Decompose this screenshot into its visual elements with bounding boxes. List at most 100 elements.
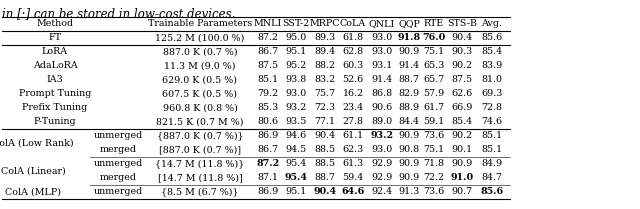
Text: 95.4: 95.4	[285, 173, 307, 182]
Text: 91.3: 91.3	[398, 187, 420, 196]
Text: [14.7 M (11.8 %)]: [14.7 M (11.8 %)]	[157, 173, 243, 182]
Text: 52.6: 52.6	[342, 75, 364, 84]
Text: 61.7: 61.7	[424, 103, 445, 112]
Text: 93.0: 93.0	[371, 47, 392, 56]
Text: 607.5 K (0.5 %): 607.5 K (0.5 %)	[163, 89, 237, 98]
Text: 75.1: 75.1	[424, 47, 445, 56]
Text: 77.1: 77.1	[314, 117, 335, 126]
Text: 88.5: 88.5	[314, 159, 335, 168]
Text: 90.4: 90.4	[314, 131, 335, 140]
Text: 62.3: 62.3	[342, 145, 364, 154]
Text: 84.4: 84.4	[399, 117, 419, 126]
Text: [887.0 K (0.7 %)]: [887.0 K (0.7 %)]	[159, 145, 241, 154]
Text: merged: merged	[99, 145, 136, 154]
Text: 88.7: 88.7	[399, 75, 419, 84]
Text: 11.3 M (9.0 %): 11.3 M (9.0 %)	[164, 61, 236, 70]
Text: 61.8: 61.8	[342, 33, 364, 42]
Text: 93.2: 93.2	[285, 103, 307, 112]
Text: 90.9: 90.9	[398, 47, 420, 56]
Text: {14.7 M (11.8 %)}: {14.7 M (11.8 %)}	[156, 159, 244, 168]
Text: unmerged: unmerged	[93, 159, 143, 168]
Text: AdaLoRA: AdaLoRA	[33, 61, 77, 70]
Text: 89.3: 89.3	[314, 33, 335, 42]
Text: 90.8: 90.8	[399, 145, 420, 154]
Text: QQP: QQP	[398, 19, 420, 28]
Text: Method: Method	[36, 19, 74, 28]
Text: in [·] can be stored in low-cost devices.: in [·] can be stored in low-cost devices…	[2, 7, 236, 20]
Text: 960.8 K (0.8 %): 960.8 K (0.8 %)	[163, 103, 237, 112]
Text: 69.3: 69.3	[481, 89, 502, 98]
Text: 72.8: 72.8	[481, 103, 502, 112]
Text: Prompt Tuning: Prompt Tuning	[19, 89, 91, 98]
Text: Avg.: Avg.	[481, 19, 502, 28]
Text: QNLI: QNLI	[369, 19, 395, 28]
Text: 65.7: 65.7	[424, 75, 445, 84]
Text: 64.6: 64.6	[341, 187, 365, 196]
Text: 83.2: 83.2	[314, 75, 335, 84]
Text: ColA (Low Rank): ColA (Low Rank)	[0, 139, 74, 148]
Text: 85.6: 85.6	[481, 187, 504, 196]
Text: 94.5: 94.5	[285, 145, 307, 154]
Text: 90.1: 90.1	[451, 145, 472, 154]
Text: STS-B: STS-B	[447, 19, 477, 28]
Text: 89.0: 89.0	[371, 117, 392, 126]
Text: 85.1: 85.1	[257, 75, 278, 84]
Text: 90.2: 90.2	[451, 61, 472, 70]
Text: 87.2: 87.2	[257, 33, 278, 42]
Text: 86.7: 86.7	[257, 145, 278, 154]
Text: 71.8: 71.8	[424, 159, 445, 168]
Text: 62.8: 62.8	[342, 47, 364, 56]
Text: 95.0: 95.0	[285, 33, 307, 42]
Text: 90.7: 90.7	[451, 187, 472, 196]
Text: ColA (MLP): ColA (MLP)	[5, 187, 61, 196]
Text: 86.9: 86.9	[257, 131, 278, 140]
Text: 125.2 M (100.0 %): 125.2 M (100.0 %)	[156, 33, 244, 42]
Text: 88.9: 88.9	[399, 103, 420, 112]
Text: 93.1: 93.1	[371, 61, 392, 70]
Text: 90.3: 90.3	[451, 47, 472, 56]
Text: 887.0 K (0.7 %): 887.0 K (0.7 %)	[163, 47, 237, 56]
Text: Prefix Tuning: Prefix Tuning	[22, 103, 88, 112]
Text: 86.9: 86.9	[257, 187, 278, 196]
Text: MRPC: MRPC	[310, 19, 340, 28]
Text: Trainable Parameters: Trainable Parameters	[148, 19, 252, 28]
Text: 629.0 K (0.5 %): 629.0 K (0.5 %)	[163, 75, 237, 84]
Text: {887.0 K (0.7 %)}: {887.0 K (0.7 %)}	[157, 131, 243, 140]
Text: 23.4: 23.4	[342, 103, 364, 112]
Text: 95.2: 95.2	[285, 61, 307, 70]
Text: LoRA: LoRA	[42, 47, 68, 56]
Text: 76.0: 76.0	[422, 33, 445, 42]
Text: 85.1: 85.1	[481, 145, 502, 154]
Text: 80.6: 80.6	[257, 117, 278, 126]
Text: 95.1: 95.1	[285, 47, 307, 56]
Text: {8.5 M (6.7 %)}: {8.5 M (6.7 %)}	[161, 187, 239, 196]
Text: 91.0: 91.0	[451, 173, 474, 182]
Text: 72.2: 72.2	[424, 173, 445, 182]
Text: 93.8: 93.8	[285, 75, 307, 84]
Text: merged: merged	[99, 173, 136, 182]
Text: 84.7: 84.7	[481, 173, 502, 182]
Text: RTE: RTE	[424, 19, 444, 28]
Text: 59.4: 59.4	[342, 173, 364, 182]
Text: 65.3: 65.3	[423, 61, 445, 70]
Text: ColA (Linear): ColA (Linear)	[1, 167, 65, 176]
Text: 90.9: 90.9	[398, 173, 420, 182]
Text: 61.1: 61.1	[342, 131, 364, 140]
Text: MNLI: MNLI	[254, 19, 282, 28]
Text: 94.6: 94.6	[285, 131, 307, 140]
Text: unmerged: unmerged	[93, 187, 143, 196]
Text: 90.2: 90.2	[451, 131, 472, 140]
Text: 93.0: 93.0	[371, 145, 392, 154]
Text: 83.9: 83.9	[481, 61, 502, 70]
Text: 73.6: 73.6	[424, 131, 445, 140]
Text: 79.2: 79.2	[257, 89, 278, 98]
Text: 92.4: 92.4	[371, 187, 392, 196]
Text: 61.3: 61.3	[342, 159, 364, 168]
Text: 16.2: 16.2	[342, 89, 364, 98]
Text: 91.4: 91.4	[371, 75, 392, 84]
Text: 90.9: 90.9	[398, 159, 420, 168]
Text: 86.7: 86.7	[257, 47, 278, 56]
Text: 90.9: 90.9	[451, 159, 472, 168]
Text: FT: FT	[49, 33, 61, 42]
Text: 85.6: 85.6	[481, 33, 502, 42]
